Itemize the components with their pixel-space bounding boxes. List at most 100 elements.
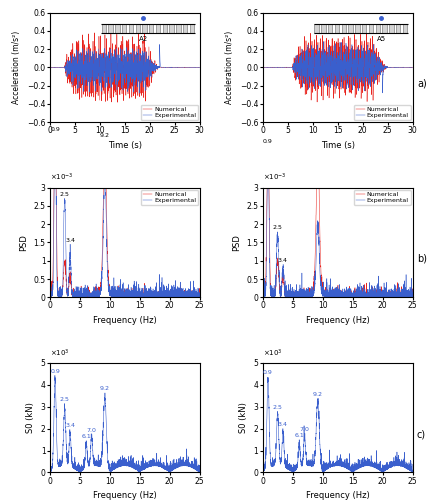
Legend: Numerical, Experimental: Numerical, Experimental — [141, 190, 198, 205]
Numerical — [196, 64, 201, 70]
Numerical — [105, 260, 111, 266]
X-axis label: Time (s): Time (s) — [321, 140, 355, 149]
Text: a): a) — [417, 78, 427, 88]
Experimental — [265, 154, 270, 160]
Experimental — [296, 72, 302, 78]
Experimental — [157, 42, 162, 48]
Text: 0.9: 0.9 — [263, 138, 273, 143]
Numerical — [52, 133, 57, 139]
Experimental — [105, 277, 111, 283]
Y-axis label: Acceleration (m/s²): Acceleration (m/s²) — [13, 30, 22, 104]
Experimental — [47, 294, 52, 300]
Experimental — [263, 290, 268, 296]
Experimental — [196, 64, 201, 70]
Text: $\times10^{-3}$: $\times10^{-3}$ — [50, 172, 73, 184]
Text: 6.1: 6.1 — [81, 434, 91, 439]
Experimental — [382, 294, 388, 300]
Experimental — [120, 294, 125, 300]
Numerical — [124, 294, 129, 300]
Numerical — [47, 292, 52, 298]
Text: 6.1: 6.1 — [294, 433, 304, 438]
Text: 7.0: 7.0 — [300, 426, 310, 432]
Experimental — [295, 64, 301, 70]
Text: 0.9: 0.9 — [50, 127, 60, 132]
Numerical — [131, 293, 136, 299]
Numerical — [295, 60, 301, 66]
Y-axis label: PSD: PSD — [19, 234, 28, 251]
Experimental — [321, 38, 326, 44]
Experimental — [260, 283, 265, 289]
Text: 2.5: 2.5 — [273, 226, 283, 230]
Text: 0.9: 0.9 — [50, 368, 60, 374]
Experimental — [50, 288, 55, 294]
Text: 2.5: 2.5 — [273, 404, 283, 409]
Text: 2.5: 2.5 — [60, 397, 70, 402]
Numerical — [382, 294, 388, 300]
Text: 9.2: 9.2 — [313, 392, 323, 396]
Numerical — [265, 142, 270, 148]
Experimental — [82, 61, 87, 67]
X-axis label: Time (s): Time (s) — [108, 140, 142, 149]
Legend: Numerical, Experimental: Numerical, Experimental — [354, 190, 411, 205]
Experimental — [83, 62, 89, 68]
Text: $\times10^{-3}$: $\times10^{-3}$ — [263, 172, 286, 184]
Text: 3.4: 3.4 — [278, 258, 288, 263]
Text: 9.2: 9.2 — [100, 386, 110, 391]
Numerical — [388, 292, 394, 298]
Numerical — [391, 294, 396, 300]
Experimental — [137, 90, 142, 96]
X-axis label: Frequency (Hz): Frequency (Hz) — [93, 316, 156, 325]
Experimental — [260, 64, 265, 70]
Line: Experimental: Experimental — [263, 42, 413, 93]
Line: Experimental: Experimental — [50, 134, 200, 298]
Numerical — [82, 63, 87, 69]
Y-axis label: PSD: PSD — [232, 234, 241, 251]
Experimental — [317, 74, 322, 80]
X-axis label: Frequency (Hz): Frequency (Hz) — [93, 491, 156, 500]
Numerical — [83, 61, 88, 67]
Experimental — [181, 294, 186, 300]
Experimental — [47, 64, 52, 70]
Numerical — [295, 65, 300, 71]
Numerical — [175, 292, 181, 298]
Text: 3.4: 3.4 — [65, 238, 75, 243]
Text: 3.4: 3.4 — [65, 423, 75, 428]
Numerical — [108, 30, 114, 36]
X-axis label: Frequency (Hz): Frequency (Hz) — [306, 491, 369, 500]
Experimental — [388, 292, 394, 298]
X-axis label: Frequency (Hz): Frequency (Hz) — [306, 316, 369, 325]
Experimental — [327, 56, 332, 62]
Numerical — [263, 280, 268, 285]
Numerical — [260, 64, 265, 70]
Experimental — [197, 292, 202, 298]
Experimental — [410, 64, 415, 70]
Text: 2.5: 2.5 — [60, 192, 70, 197]
Text: 9.2: 9.2 — [100, 133, 110, 138]
Legend: Numerical, Experimental: Numerical, Experimental — [354, 104, 411, 120]
Text: $\times10^{3}$: $\times10^{3}$ — [263, 348, 282, 358]
Numerical — [327, 52, 333, 58]
Experimental — [410, 290, 415, 296]
Numerical — [314, 99, 320, 105]
Experimental — [380, 90, 385, 96]
Line: Numerical: Numerical — [50, 136, 200, 298]
Numerical — [260, 294, 265, 300]
Numerical — [104, 64, 109, 70]
Numerical — [197, 294, 202, 300]
Numerical — [181, 293, 186, 299]
Line: Numerical: Numerical — [50, 32, 200, 102]
Y-axis label: Acceleration (m/s²): Acceleration (m/s²) — [226, 30, 235, 104]
Numerical — [394, 294, 399, 300]
Numerical — [410, 64, 415, 70]
Text: 7.0: 7.0 — [87, 428, 97, 432]
Line: Experimental: Experimental — [263, 158, 413, 298]
Experimental — [83, 65, 88, 71]
Numerical — [114, 33, 120, 39]
Y-axis label: S0 (kN): S0 (kN) — [26, 402, 35, 433]
Text: $\times10^{3}$: $\times10^{3}$ — [50, 348, 69, 358]
Legend: Numerical, Experimental: Numerical, Experimental — [141, 104, 198, 120]
Line: Numerical: Numerical — [263, 145, 413, 298]
Experimental — [169, 294, 175, 300]
Numerical — [169, 293, 175, 299]
Experimental — [318, 283, 324, 289]
